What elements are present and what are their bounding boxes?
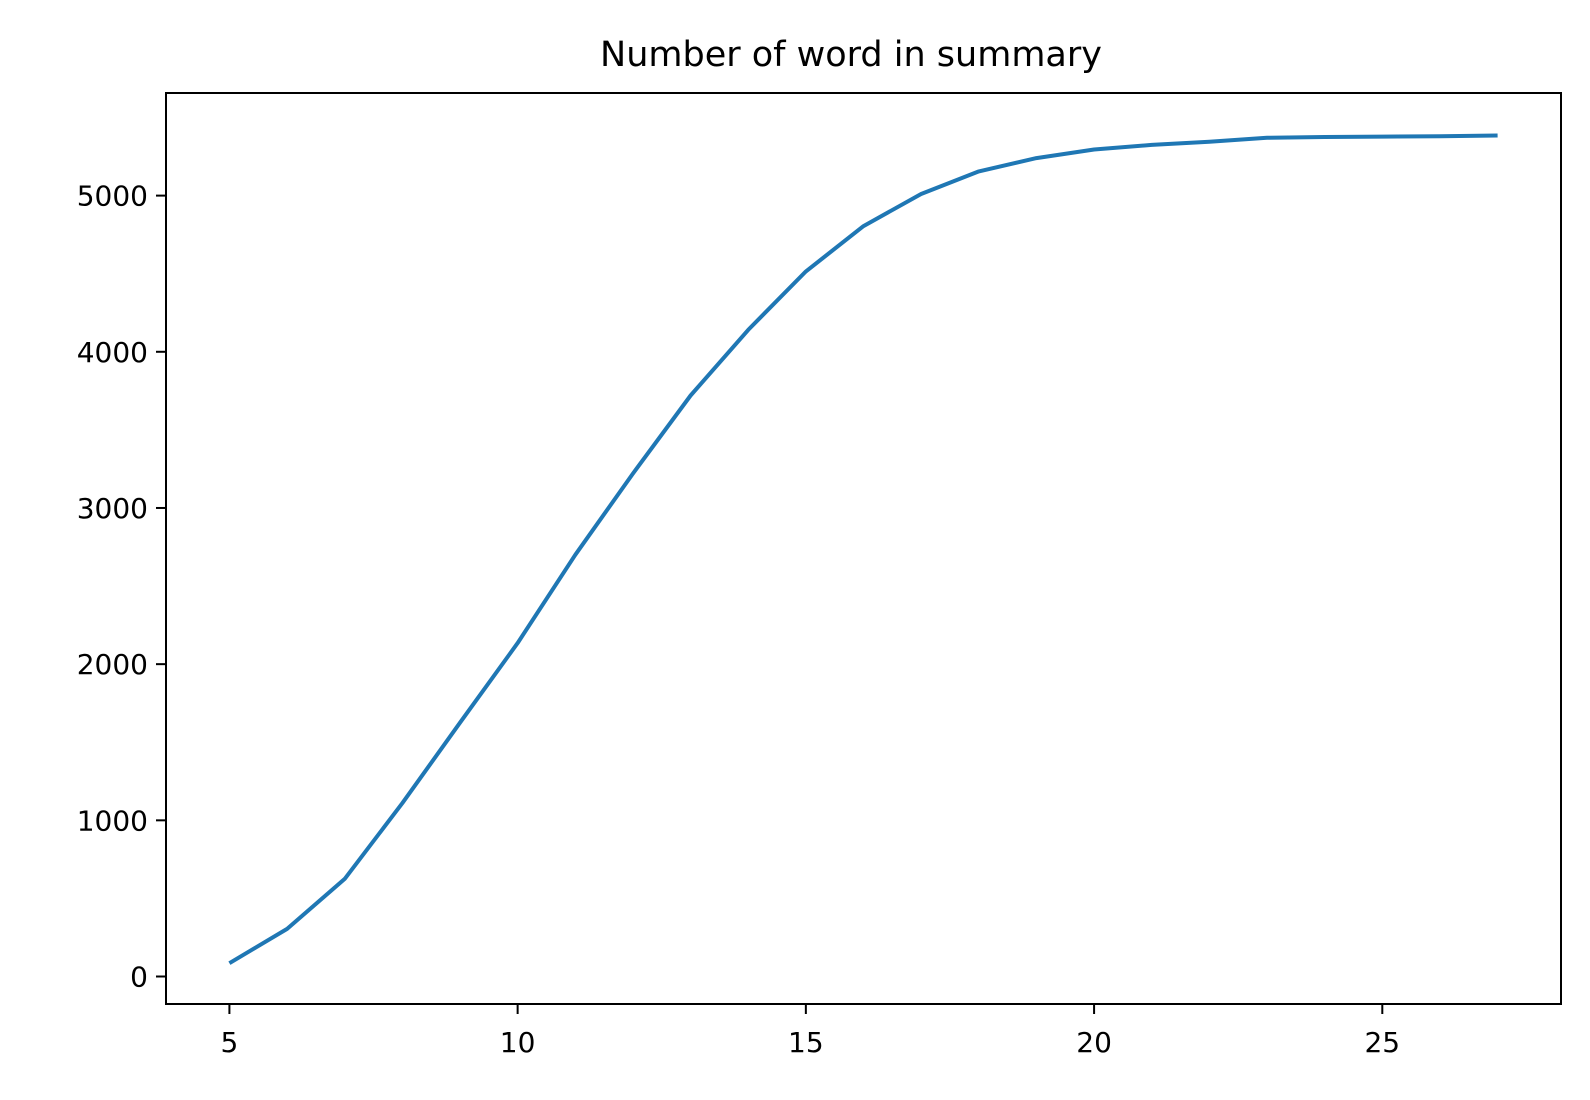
series-line bbox=[228, 133, 1498, 965]
y-tick-label: 5000 bbox=[77, 180, 148, 213]
y-tick-label: 0 bbox=[130, 961, 148, 994]
x-tick-label: 5 bbox=[220, 1026, 238, 1059]
y-tick-label: 2000 bbox=[77, 648, 148, 681]
chart-title: Number of word in summary bbox=[600, 35, 1102, 75]
plot-frame bbox=[165, 92, 1562, 1005]
y-tick-label: 4000 bbox=[77, 336, 148, 369]
x-tick-label: 15 bbox=[788, 1026, 824, 1059]
x-tick-label: 10 bbox=[500, 1026, 536, 1059]
x-tick-label: 20 bbox=[1076, 1026, 1112, 1059]
y-tick-label: 1000 bbox=[77, 804, 148, 837]
x-axis: 5 10 15 20 25 bbox=[220, 1004, 1400, 1059]
y-tick-label: 3000 bbox=[77, 492, 148, 525]
x-tick-label: 25 bbox=[1364, 1026, 1400, 1059]
y-axis: 0 1000 2000 3000 4000 5000 bbox=[77, 180, 166, 994]
series-layer bbox=[228, 133, 1498, 965]
